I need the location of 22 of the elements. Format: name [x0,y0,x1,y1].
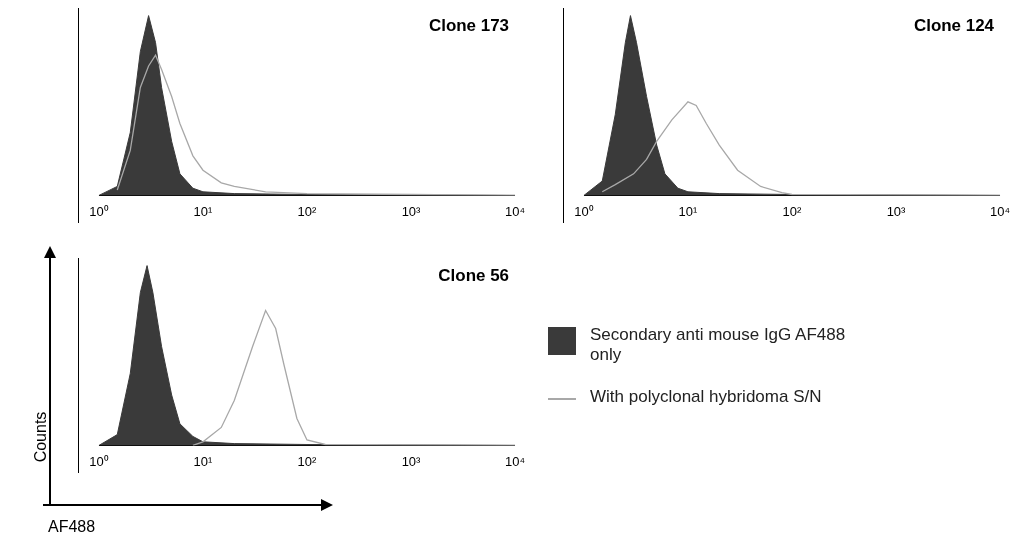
x-axis-title: AF488 [48,518,96,533]
x-tick-label: 10² [782,203,803,219]
x-tick-label: 10⁴ [505,453,525,469]
x-tick-label: 10² [297,453,318,469]
x-tick-label: 10⁴ [990,203,1010,219]
y-axis-title: Counts [32,411,51,463]
x-tick-label: 10¹ [678,203,699,219]
x-tick-label: 10¹ [193,453,214,469]
x-tick-label: 10³ [401,453,422,469]
legend-label: Secondary anti mouse IgG AF488 only [590,324,847,365]
x-tick-label: 10³ [401,203,422,219]
chart-title: Clone 56 [438,266,510,286]
legend-label: With polyclonal hybridoma S/N [590,386,822,407]
x-tick-label: 10¹ [193,203,214,219]
chart-title: Clone 173 [428,16,510,36]
chart-title: Clone 124 [913,16,995,36]
x-tick-label: 10⁰ [574,203,594,219]
x-tick-label: 10⁰ [89,203,109,219]
x-tick-label: 10⁴ [505,203,525,219]
x-tick-label: 10² [297,203,318,219]
x-tick-label: 10⁰ [89,453,109,469]
x-tick-label: 10³ [886,203,907,219]
